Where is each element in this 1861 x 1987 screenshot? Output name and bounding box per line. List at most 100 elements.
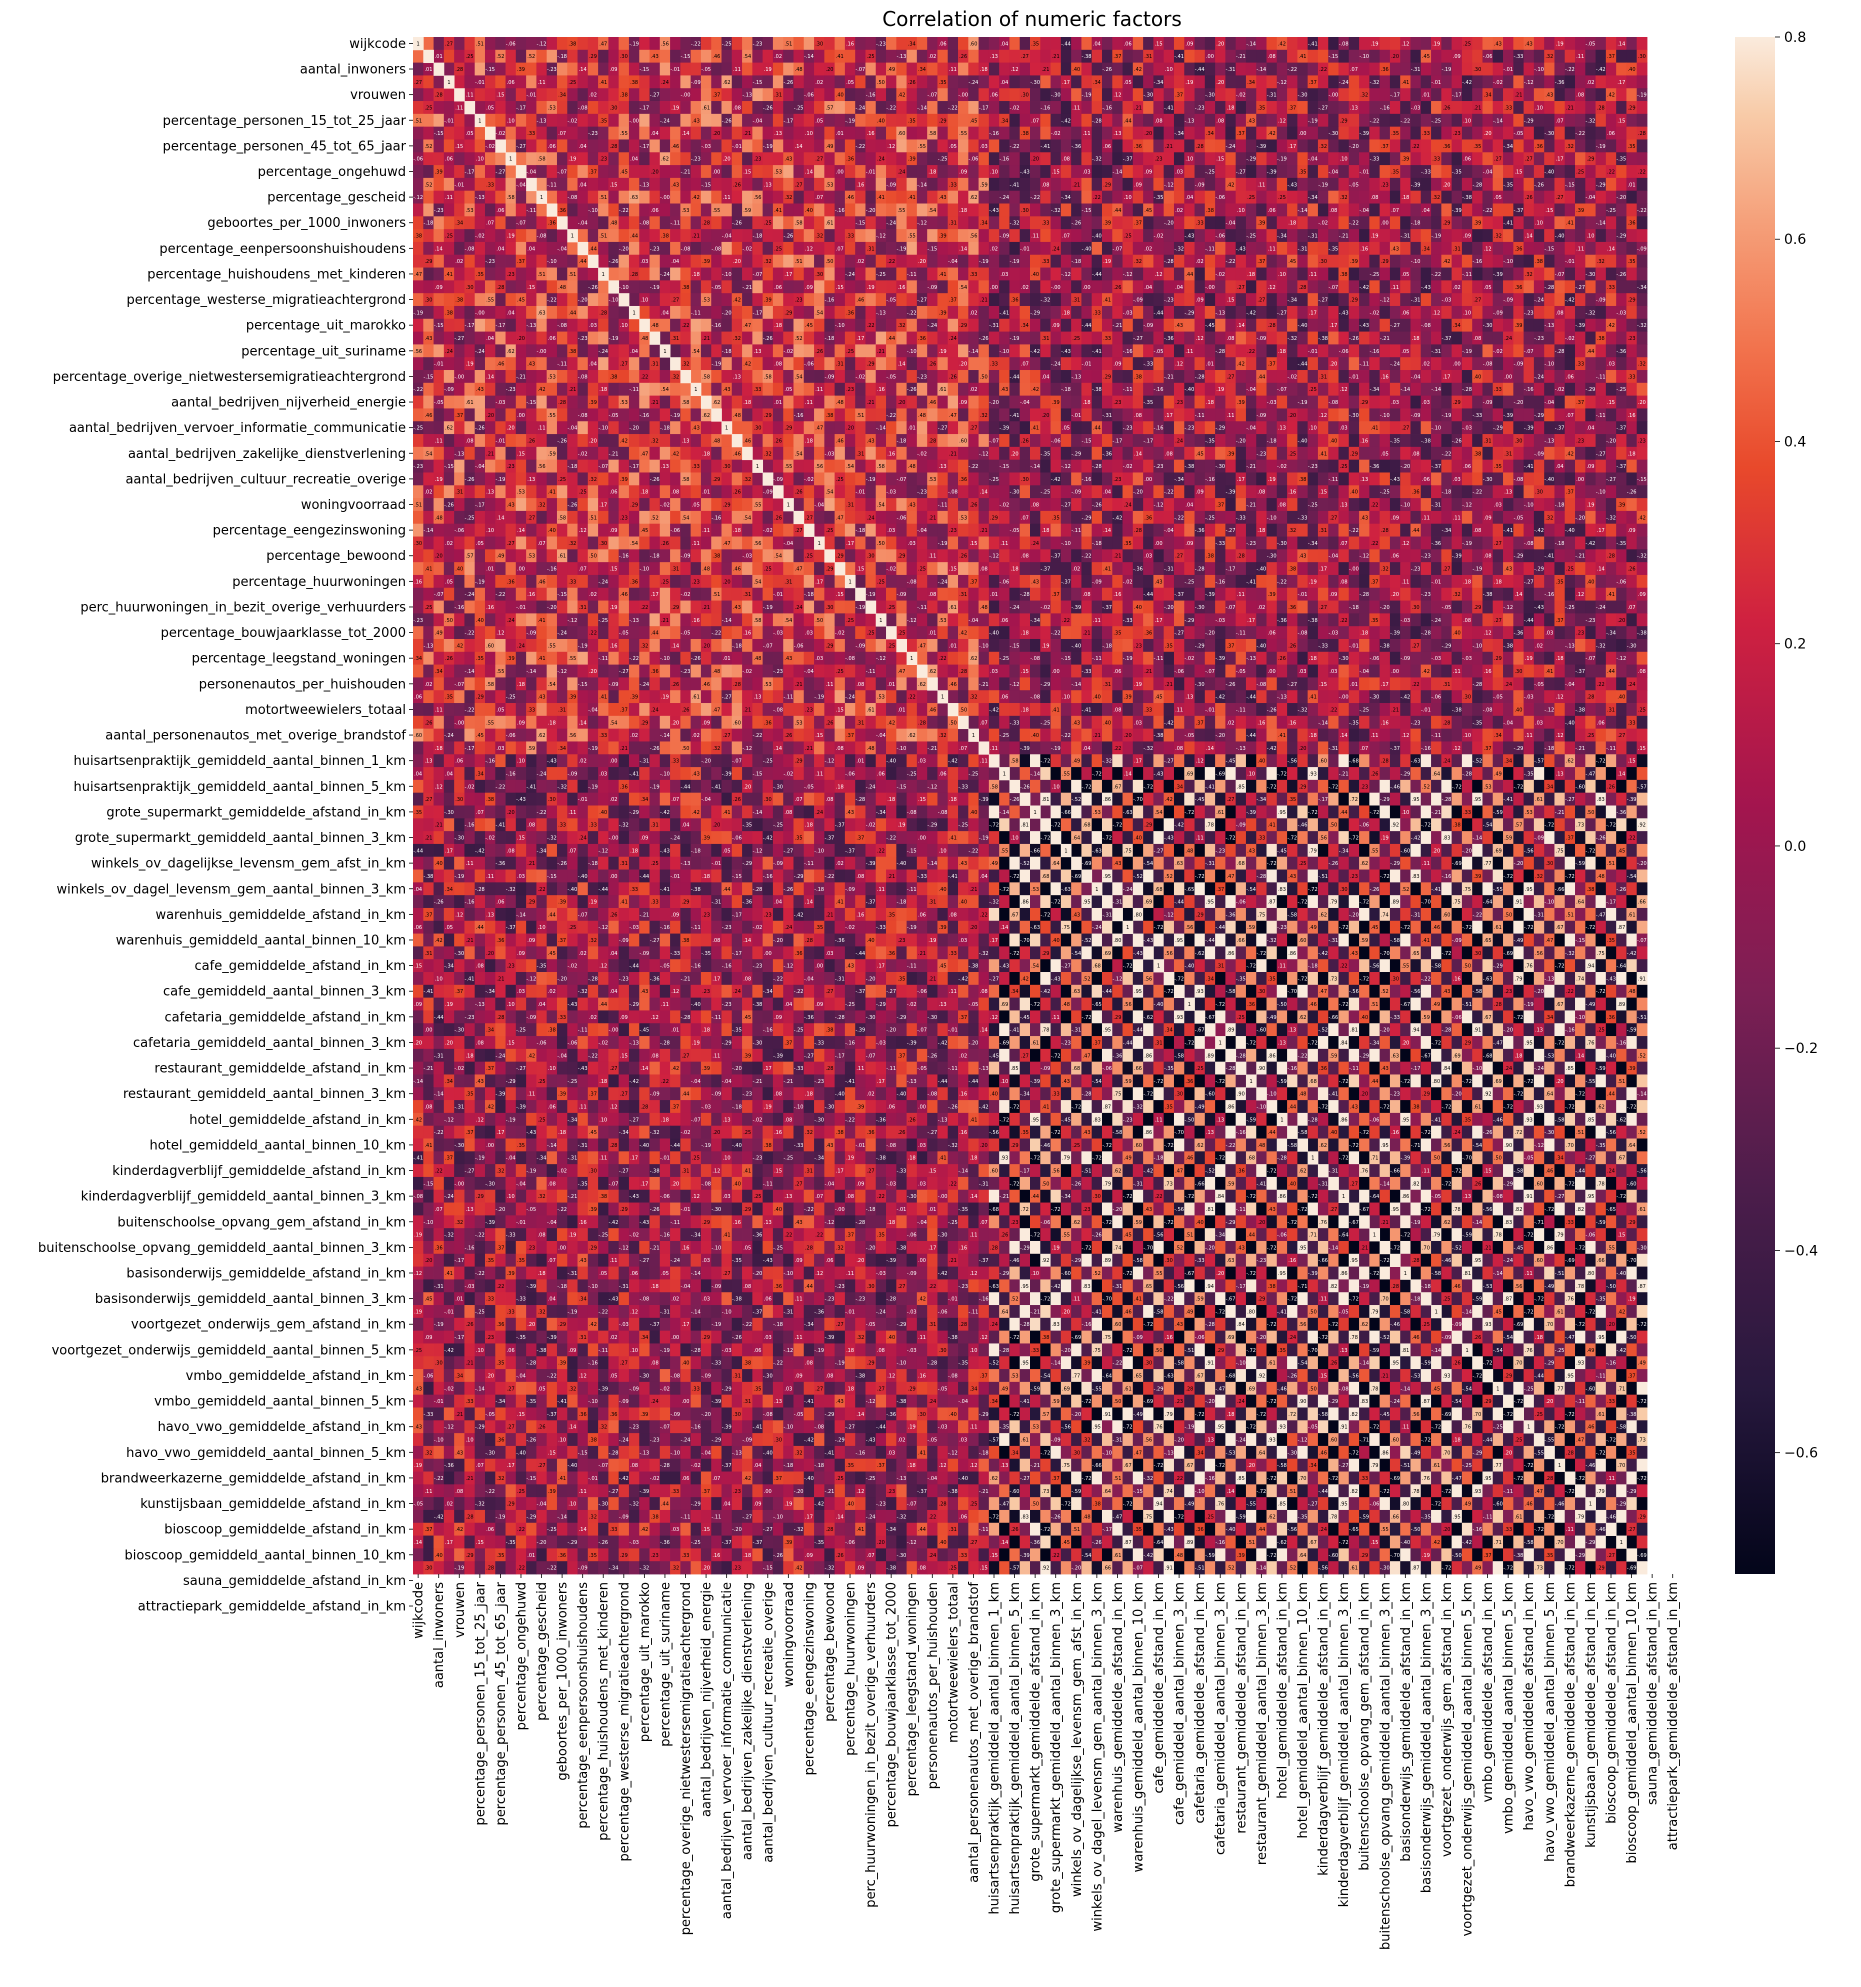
heatmap-cell — [1081, 178, 1092, 191]
heatmap-cell — [1051, 562, 1062, 575]
heatmap-cell — [1267, 75, 1278, 88]
heatmap-cell — [1277, 127, 1288, 140]
heatmap-cell — [855, 280, 866, 293]
heatmap-cell — [557, 524, 568, 537]
heatmap-cell — [1503, 549, 1514, 562]
heatmap-cell — [1410, 152, 1421, 165]
heatmap-cell — [1452, 37, 1463, 50]
heatmap-cell — [968, 50, 979, 63]
heatmap-cell — [1637, 139, 1648, 152]
heatmap-cell — [547, 88, 558, 101]
heatmap-cell — [1174, 524, 1185, 537]
heatmap-cell — [1277, 204, 1288, 217]
heatmap-cell — [1544, 114, 1555, 127]
heatmap-cell — [598, 63, 609, 76]
heatmap-cell — [1534, 511, 1545, 524]
heatmap-cell — [1287, 191, 1298, 204]
heatmap-cell — [1123, 549, 1134, 562]
heatmap-cell — [1421, 268, 1432, 281]
heatmap-cell — [1184, 408, 1195, 421]
heatmap-cell — [1349, 357, 1360, 370]
heatmap-cell — [1009, 319, 1020, 332]
heatmap-cell — [485, 549, 496, 562]
heatmap-cell — [752, 549, 763, 562]
heatmap-cell — [1143, 524, 1154, 537]
heatmap-cell — [526, 421, 537, 434]
heatmap-cell — [670, 165, 681, 178]
heatmap-cell — [752, 319, 763, 332]
heatmap-cell — [691, 319, 702, 332]
heatmap-cell — [608, 306, 619, 319]
heatmap-cell — [1020, 306, 1031, 319]
heatmap-cell — [1616, 549, 1627, 562]
heatmap-cell — [434, 447, 445, 460]
heatmap-cell — [1051, 408, 1062, 421]
heatmap-cell — [1184, 101, 1195, 114]
heatmap-cell — [1123, 562, 1134, 575]
heatmap-cell — [454, 229, 465, 242]
heatmap-cell — [701, 306, 712, 319]
heatmap-cell — [886, 537, 897, 550]
heatmap-cell — [567, 50, 578, 63]
heatmap-cell — [1462, 165, 1473, 178]
heatmap-cell — [1236, 268, 1247, 281]
heatmap-cell — [865, 370, 876, 383]
heatmap-cell — [1328, 562, 1339, 575]
heatmap-cell — [1246, 524, 1257, 537]
heatmap-cell — [1400, 562, 1411, 575]
heatmap-cell — [1051, 537, 1062, 550]
heatmap-cell — [937, 88, 948, 101]
heatmap-cell — [1472, 434, 1483, 447]
heatmap-cell — [1030, 472, 1041, 485]
heatmap-cell — [958, 178, 969, 191]
heatmap-cell — [711, 447, 722, 460]
heatmap-cell — [1153, 332, 1164, 345]
heatmap-cell — [557, 537, 568, 550]
heatmap-cell — [1040, 242, 1051, 255]
heatmap-cell — [578, 357, 589, 370]
heatmap-cell — [423, 165, 434, 178]
heatmap-cell — [1308, 562, 1319, 575]
heatmap-cell — [1143, 75, 1154, 88]
heatmap-cell — [1030, 524, 1041, 537]
heatmap-cell — [1102, 472, 1113, 485]
heatmap-cell — [948, 268, 959, 281]
heatmap-cell — [1524, 88, 1535, 101]
heatmap-cell — [1051, 178, 1062, 191]
heatmap-cell — [804, 37, 815, 50]
heatmap-cell — [793, 165, 804, 178]
heatmap-cell — [1061, 434, 1072, 447]
heatmap-cell — [547, 268, 558, 281]
heatmap-cell — [495, 63, 506, 76]
heatmap-cell — [506, 88, 517, 101]
heatmap-cell — [1349, 152, 1360, 165]
heatmap-cell — [989, 152, 1000, 165]
heatmap-cell — [475, 562, 486, 575]
heatmap-cell — [1009, 114, 1020, 127]
heatmap-cell — [824, 319, 835, 332]
heatmap-cell — [1297, 524, 1308, 537]
heatmap-cell — [1493, 88, 1504, 101]
heatmap-cell — [1524, 101, 1535, 114]
heatmap-cell — [1359, 344, 1370, 357]
heatmap-cell — [1287, 114, 1298, 127]
heatmap-cell — [495, 524, 506, 537]
heatmap-cell — [1544, 408, 1555, 421]
heatmap-cell — [1493, 242, 1504, 255]
heatmap-cell — [526, 293, 537, 306]
heatmap-cell — [793, 280, 804, 293]
heatmap-cell — [722, 101, 733, 114]
heatmap-cell — [660, 332, 671, 345]
heatmap-cell — [896, 537, 907, 550]
heatmap-cell — [804, 460, 815, 473]
heatmap-cell — [629, 357, 640, 370]
heatmap-cell — [1349, 472, 1360, 485]
heatmap-cell — [845, 434, 856, 447]
heatmap-cell — [732, 165, 743, 178]
heatmap-cell — [896, 344, 907, 357]
heatmap-cell — [1410, 549, 1421, 562]
heatmap-cell — [927, 332, 938, 345]
heatmap-cell — [1400, 165, 1411, 178]
heatmap-cell — [845, 447, 856, 460]
heatmap-cell — [1318, 357, 1329, 370]
